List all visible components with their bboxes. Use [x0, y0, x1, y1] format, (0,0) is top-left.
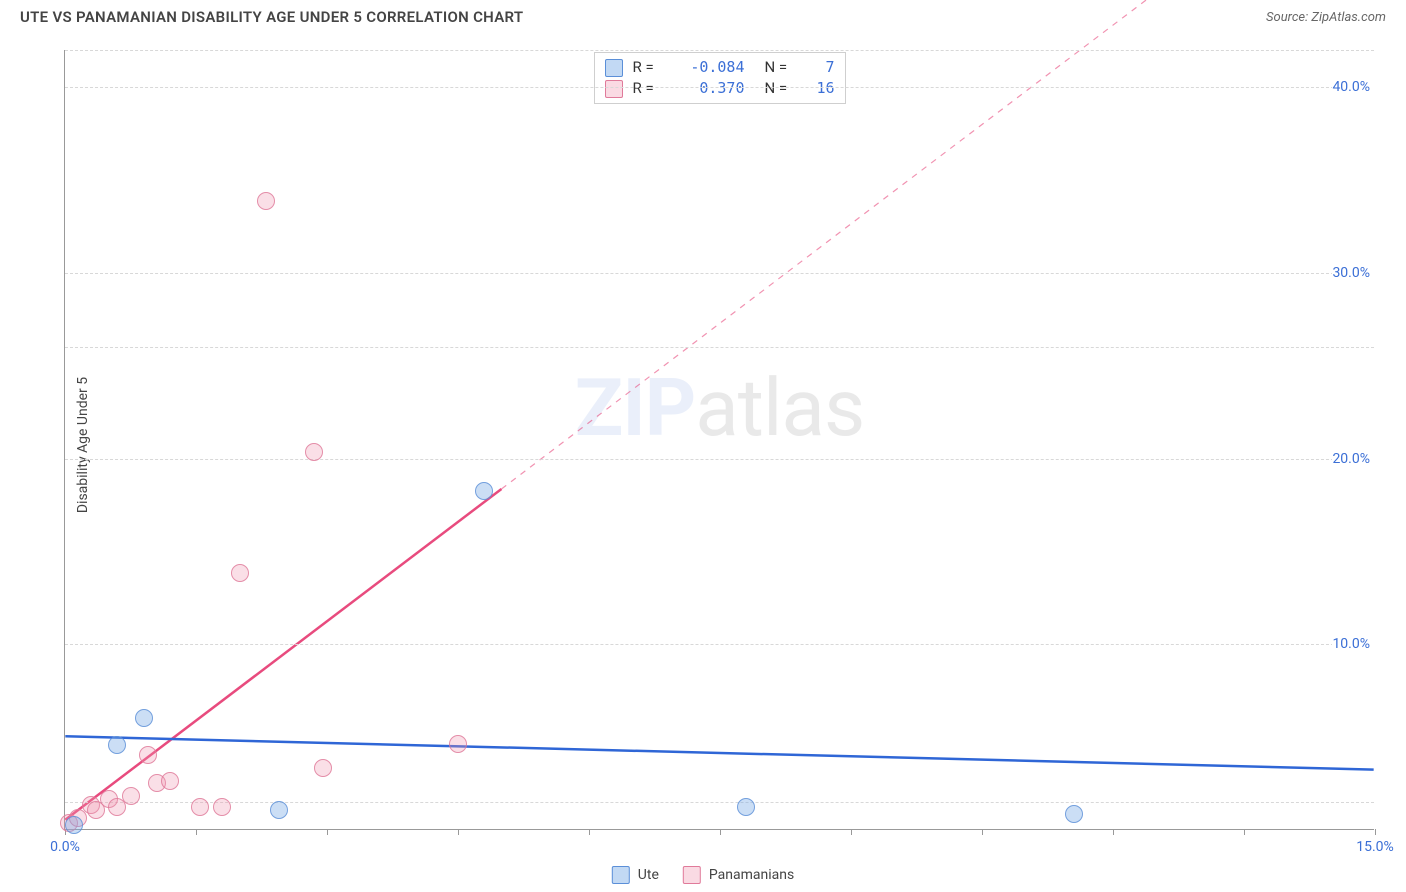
- n-label: N =: [765, 78, 797, 99]
- scatter-plot: ZIPatlas R = -0.084 N = 7 R = 0.370 N = 16 10.0…: [64, 50, 1374, 830]
- legend-row: R = -0.084 N = 7: [605, 57, 835, 78]
- x-tick: [196, 829, 197, 835]
- n-label: N =: [765, 57, 797, 78]
- n-value: 7: [807, 57, 835, 78]
- series-legend: Ute Panamanians: [612, 866, 794, 884]
- r-label: R =: [633, 57, 665, 78]
- gridline: [65, 50, 1374, 51]
- x-tick: [589, 829, 590, 835]
- gridline: [65, 347, 1374, 348]
- pan-data-point: [449, 735, 467, 753]
- x-tick: [458, 829, 459, 835]
- ute-swatch-icon: [605, 59, 623, 77]
- ute-data-point: [737, 798, 755, 816]
- n-value: 16: [807, 78, 835, 99]
- pan-data-point: [139, 746, 157, 764]
- ute-swatch-icon: [612, 866, 630, 884]
- x-tick: [851, 829, 852, 835]
- trend-lines: [65, 50, 1374, 829]
- pan-data-point: [191, 798, 209, 816]
- pan-data-point: [161, 772, 179, 790]
- y-tick-label: 40.0%: [1332, 79, 1376, 95]
- x-tick: [1244, 829, 1245, 835]
- x-tick: [1375, 829, 1376, 835]
- legend-item: Ute: [612, 866, 659, 884]
- pan-data-point: [257, 192, 275, 210]
- pan-data-point: [305, 443, 323, 461]
- x-tick: [982, 829, 983, 835]
- ute-data-point: [270, 801, 288, 819]
- legend-label: Ute: [638, 867, 659, 883]
- r-value: 0.370: [675, 78, 745, 99]
- x-tick: [720, 829, 721, 835]
- correlation-legend: R = -0.084 N = 7 R = 0.370 N = 16: [594, 52, 846, 104]
- legend-row: R = 0.370 N = 16: [605, 78, 835, 99]
- ute-data-point: [65, 816, 83, 834]
- x-tick: [1113, 829, 1114, 835]
- pan-swatch-icon: [605, 80, 623, 98]
- ute-data-point: [1065, 805, 1083, 823]
- r-value: -0.084: [675, 57, 745, 78]
- y-tick-label: 20.0%: [1332, 451, 1376, 467]
- x-tick-label: 0.0%: [50, 839, 80, 855]
- legend-label: Panamanians: [709, 867, 794, 883]
- source-attribution: Source: ZipAtlas.com: [1266, 10, 1386, 25]
- pan-data-point: [122, 787, 140, 805]
- pan-data-point: [231, 564, 249, 582]
- pan-data-point: [314, 759, 332, 777]
- chart-title: UTE VS PANAMANIAN DISABILITY AGE UNDER 5…: [20, 8, 523, 26]
- ute-data-point: [475, 482, 493, 500]
- r-label: R =: [633, 78, 665, 99]
- pan-swatch-icon: [683, 866, 701, 884]
- ute-data-point: [135, 709, 153, 727]
- y-tick-label: 10.0%: [1332, 636, 1376, 652]
- x-tick: [327, 829, 328, 835]
- y-tick-label: 30.0%: [1332, 265, 1376, 281]
- watermark: ZIPatlas: [575, 361, 864, 455]
- gridline: [65, 273, 1374, 274]
- pan-data-point: [213, 798, 231, 816]
- gridline: [65, 87, 1374, 88]
- gridline: [65, 459, 1374, 460]
- chart-container: Disability Age Under 5 ZIPatlas R =-0.08…: [20, 40, 1386, 850]
- gridline: [65, 644, 1374, 645]
- gridline: [65, 802, 1374, 803]
- x-tick-label: 15.0%: [1356, 839, 1394, 855]
- legend-item: Panamanians: [683, 866, 794, 884]
- ute-data-point: [108, 736, 126, 754]
